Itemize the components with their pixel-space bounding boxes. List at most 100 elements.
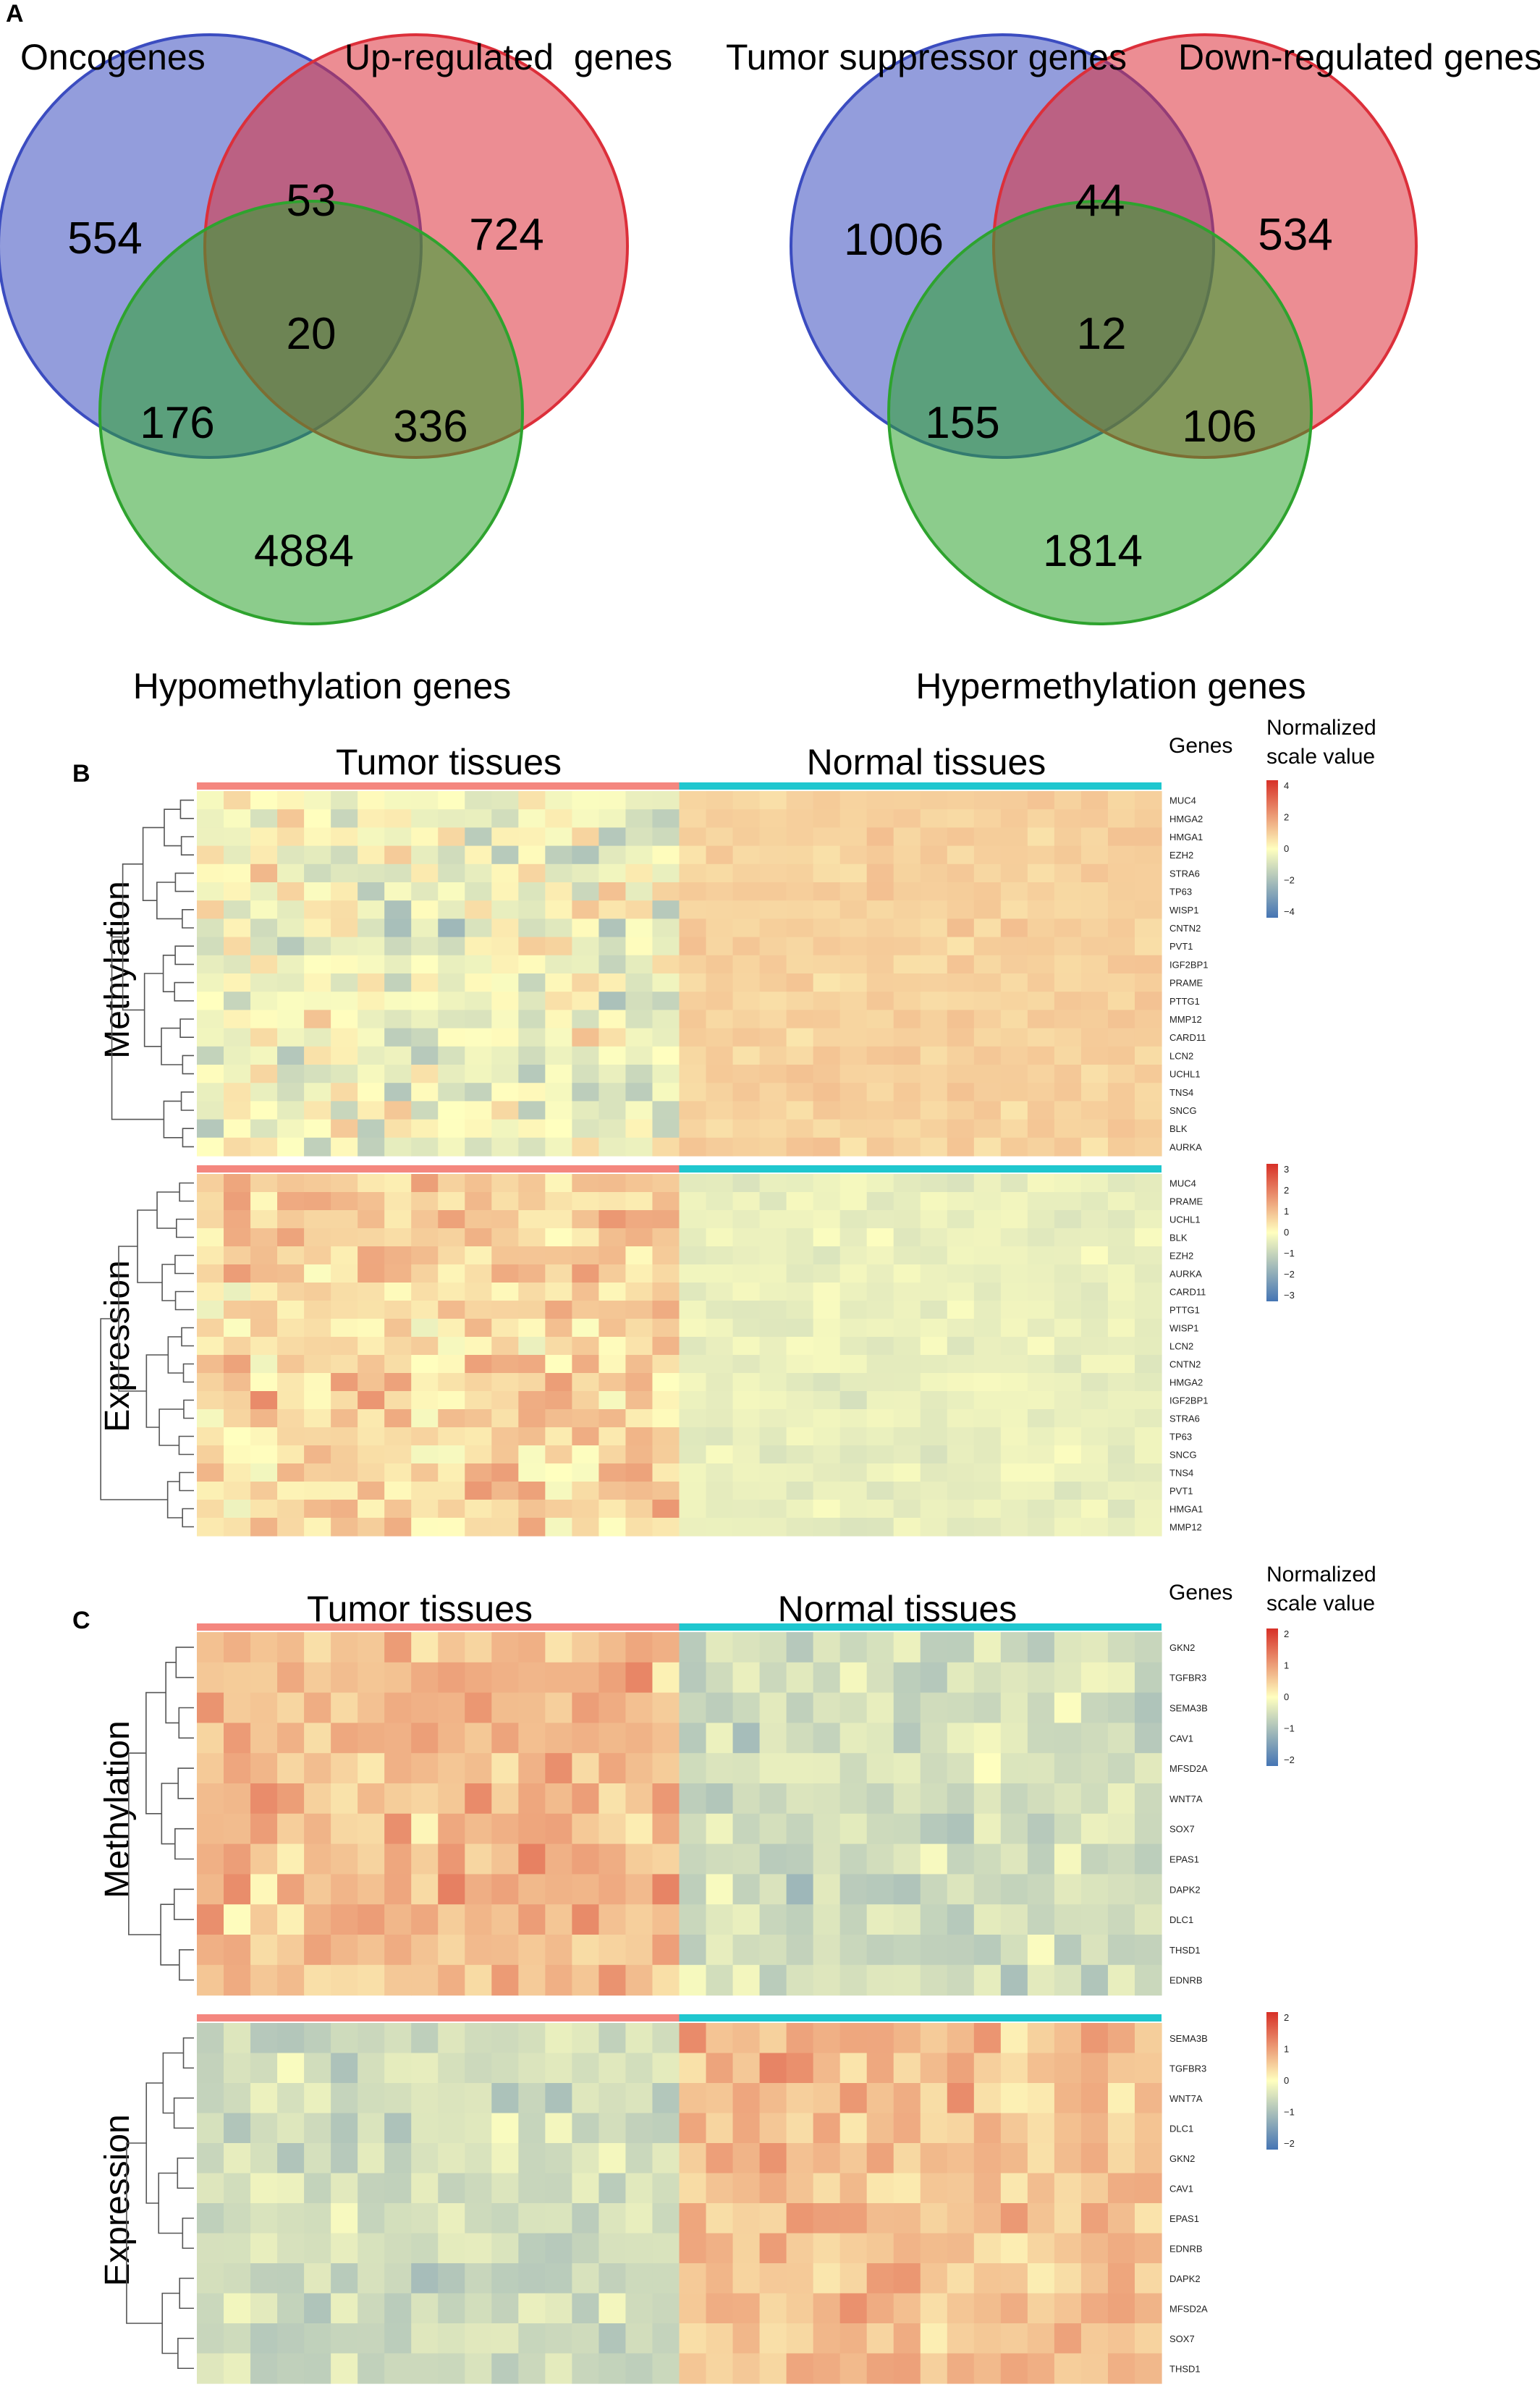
heatmap-cell	[438, 955, 465, 974]
heatmap-cell	[652, 1246, 680, 1265]
heatmap-cell	[491, 1010, 519, 1029]
heatmap-cell	[438, 2083, 465, 2114]
heatmap-cell	[920, 1445, 948, 1464]
heatmap-cell	[518, 1427, 546, 1446]
heatmap-cell	[947, 809, 975, 828]
heatmap-cell	[732, 1843, 761, 1875]
heatmap-cell	[973, 2203, 1002, 2234]
heatmap-cell	[920, 1723, 948, 1754]
heatmap-cell	[384, 1463, 412, 1482]
heatmap-cell	[465, 992, 492, 1010]
heatmap-cell	[250, 1373, 278, 1392]
heatmap-cell	[411, 863, 439, 883]
heatmap-cell	[973, 1319, 1002, 1338]
heatmap-cell	[598, 1427, 627, 1446]
heatmap-cell	[277, 1264, 305, 1283]
heatmap-cell	[277, 1010, 305, 1029]
heatmap-cell	[786, 1228, 814, 1247]
heatmap-cell	[759, 973, 787, 992]
heatmap-cell	[250, 827, 278, 847]
heatmap-cell	[465, 2293, 492, 2324]
gene-label: GKN2	[1169, 1642, 1195, 1653]
heatmap-cell	[1107, 882, 1135, 901]
heatmap-cell	[1134, 2023, 1162, 2054]
heatmap-cell	[866, 992, 894, 1010]
venn-right-count-only1: 1006	[844, 215, 944, 265]
heatmap-cell	[491, 2023, 519, 2054]
heatmap-cell	[411, 1427, 439, 1446]
normal-group-bar	[679, 2014, 1162, 2021]
heatmap-cell	[732, 1874, 761, 1905]
heatmap-cell	[1027, 1337, 1055, 1356]
heatmap-cell	[1080, 2203, 1109, 2234]
heatmap-cell	[384, 1083, 412, 1102]
heatmap-cell	[920, 1662, 948, 1694]
heatmap-cell	[465, 955, 492, 974]
heatmap-cell	[197, 1264, 224, 1283]
heatmap-cell	[331, 2173, 358, 2204]
heatmap-cell	[545, 845, 572, 865]
heatmap-cell	[839, 1783, 868, 1814]
heatmap-cell	[759, 1337, 787, 1356]
heatmap-cell	[920, 882, 948, 901]
venn-left-count-all: 20	[287, 309, 337, 359]
heatmap-cell	[706, 2143, 734, 2174]
heatmap-cell	[947, 1632, 975, 1663]
heatmap-cell	[1134, 1283, 1162, 1301]
heatmap-cell	[920, 2263, 948, 2294]
heatmap-cell	[304, 955, 331, 974]
heatmap-cell	[572, 1843, 600, 1875]
heatmap-cell	[759, 1692, 787, 1723]
heatmap-cell	[947, 2083, 975, 2114]
heatmap-cell	[1134, 1662, 1162, 1694]
heatmap-cell	[625, 1083, 653, 1102]
heatmap-cell	[920, 845, 948, 865]
heatmap-cell	[384, 1337, 412, 1356]
heatmap-cell	[652, 1373, 680, 1392]
gene-label: DLC1	[1169, 1914, 1193, 1925]
heatmap-cell	[1080, 1119, 1109, 1138]
heatmap-cell	[706, 1500, 734, 1518]
heatmap-cell	[598, 2263, 627, 2294]
heatmap-cell	[1080, 1083, 1109, 1102]
heatmap-cell	[706, 1028, 734, 1047]
heatmap-cell	[973, 2173, 1002, 2204]
heatmap-cell	[786, 1373, 814, 1392]
heatmap-cell	[197, 2173, 224, 2204]
heatmap-cell	[652, 1874, 680, 1905]
heatmap-cell	[625, 1753, 653, 1784]
heatmap-cell	[304, 1753, 331, 1784]
heatmap-cell	[331, 2293, 358, 2324]
heatmap-cell	[250, 1904, 278, 1935]
heatmap-cell	[1054, 791, 1082, 810]
heatmap-cell	[304, 1010, 331, 1029]
heatmap-cell	[250, 2023, 278, 2054]
heatmap-cell	[1027, 2293, 1055, 2324]
heatmap-cell	[197, 1355, 224, 1374]
heatmap-cell	[679, 1662, 707, 1694]
heatmap-cell	[706, 2353, 734, 2384]
heatmap-cell	[1107, 1301, 1135, 1319]
heatmap-cell	[920, 1391, 948, 1410]
heatmap-cell	[465, 1500, 492, 1518]
heatmap-cell	[652, 2083, 680, 2114]
heatmap-cell	[759, 1228, 787, 1247]
heatmap-cell	[411, 2053, 439, 2084]
heatmap-cell	[679, 1137, 707, 1157]
heatmap-cell	[545, 882, 572, 901]
heatmap-cell	[625, 1935, 653, 1966]
heatmap-cell	[572, 2293, 600, 2324]
heatmap-cell	[759, 1391, 787, 1410]
heatmap-cell	[973, 827, 1002, 847]
heatmap-cell	[920, 2053, 948, 2084]
heatmap-cell	[384, 900, 412, 919]
gene-label: TGFBR3	[1169, 1673, 1206, 1683]
heatmap-cell	[920, 1083, 948, 1102]
heatmap-cell	[1134, 2323, 1162, 2354]
heatmap-cell	[197, 1391, 224, 1410]
venn-right-label-2: Down-regulated genes	[1178, 37, 1540, 77]
heatmap-cell	[839, 1065, 868, 1083]
heatmap-cell	[465, 1264, 492, 1283]
heatmap-cell	[732, 1246, 761, 1265]
heatmap-cell	[947, 900, 975, 919]
